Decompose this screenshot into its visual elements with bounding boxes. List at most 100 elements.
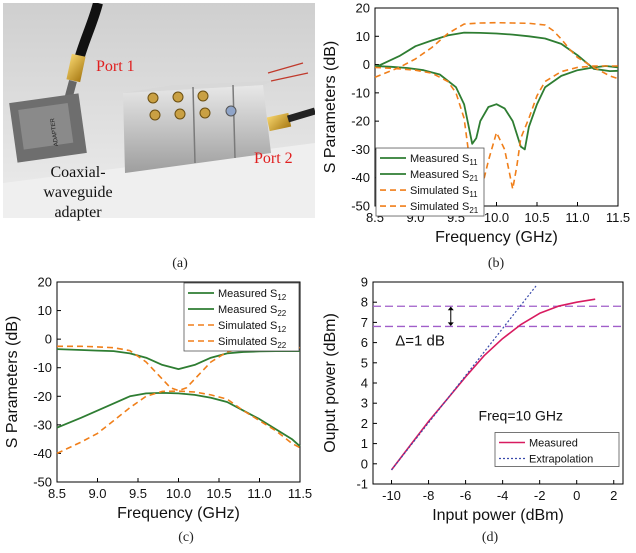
- device-photo: ADAPTER: [3, 1, 316, 218]
- chart-d-y-tick-label: 9: [361, 275, 368, 290]
- chart-d-y-tick-label: 0: [361, 456, 368, 471]
- chart-b-y-tick-label: 10: [356, 29, 370, 44]
- chart-d-x-tick-label: -2: [534, 488, 546, 503]
- chart-b-x-tick-label: 11.5: [606, 210, 630, 225]
- chart-d: -10 -8 -6 -4 -2 0 2 9 8 7 6 5 4 3 2 1 0 -1 Input power (dB…: [322, 275, 624, 524]
- chart-b-series-line-measured-s21: [374, 31, 619, 72]
- chart-c-y-tick-label: -20: [33, 389, 52, 404]
- chart-c-series-line-measured-s22: [56, 348, 300, 370]
- caption-d: (d): [481, 530, 499, 545]
- chart-c-y-axis-label: S Parameters (dB): [4, 316, 21, 448]
- chart-d-legend-label: Extrapolation: [529, 453, 593, 465]
- chart-d-legend-label: Measured: [529, 437, 578, 449]
- chart-d-x-tick-label: -6: [460, 488, 472, 503]
- chart-c-legend-subscript: 12: [277, 293, 286, 302]
- chart-c-x-tick-label: 8.5: [48, 486, 66, 501]
- chart-c-legend-label: Simulated S12: [218, 320, 287, 334]
- chart-c: 8.5 9.0 9.5 10.0 10.5 11.0 11.5 20 10 0 -10 -20 -30 -…: [4, 275, 312, 523]
- chart-c-x-tick-label: 11.5: [288, 486, 312, 501]
- chart-c-legend-label: Measured S12: [218, 288, 287, 302]
- chart-b-legend-subscript: 21: [469, 174, 478, 183]
- chart-c-y-tick-label: 0: [45, 332, 52, 347]
- chart-b-legend-subscript: 11: [469, 158, 478, 167]
- chart-b-y-tick-label: -30: [351, 142, 370, 157]
- chart-b-y-tick-label: 20: [356, 1, 370, 16]
- chart-b-legend-label: Measured S21: [410, 169, 479, 183]
- chart-d-series-line-extrapolation: [391, 285, 537, 471]
- chart-b-legend-label: Simulated S11: [410, 185, 478, 199]
- chart-d-series-line-measured: [390, 298, 596, 471]
- chart-b: 8.5 9.0 9.5 10.0 10.5 11.0 11.520100-10-20-30-…: [322, 1, 630, 247]
- caption-a: (a): [172, 256, 188, 271]
- chart-b-y-tick-label: -10: [351, 85, 370, 100]
- chart-c-x-tick-label: 9.5: [129, 486, 147, 501]
- chart-c-legend-subscript: 12: [277, 325, 286, 334]
- chart-c-legend-subscript: 22: [277, 309, 286, 318]
- chart-d-y-tick-label: 1: [361, 436, 368, 451]
- chart-c-y-tick-label: -10: [33, 360, 52, 375]
- chart-b-x-tick-label: 11.0: [565, 210, 589, 225]
- chart-d-y-tick-label: 5: [361, 355, 368, 370]
- chart-c-x-tick-label: 10.5: [206, 486, 231, 501]
- chart-b-x-axis-label: Frequency (GHz): [435, 229, 558, 246]
- chart-c-legend-label: Simulated S22: [218, 336, 287, 350]
- chart-c-series-line-measured-s12: [56, 392, 301, 447]
- chart-b-y-tick-label: -20: [351, 114, 370, 129]
- chart-d-y-tick-label: -1: [356, 477, 368, 492]
- chart-c-legend-box: [183, 282, 300, 352]
- chart-d-y-tick-label: 8: [361, 295, 368, 310]
- chart-d-x-tick-label: -4: [497, 488, 509, 503]
- delta-annotation: Δ=1 dB: [395, 333, 445, 350]
- delta-arrow-head-bottom: [447, 322, 454, 327]
- chart-d-x-tick-label: 0: [573, 488, 580, 503]
- port2-label: Port 2: [254, 150, 293, 167]
- chart-c-x-tick-label: 11.0: [247, 486, 271, 501]
- chart-d-x-tick-label: -10: [382, 488, 401, 503]
- chart-b-series-line-measured-s11: [374, 65, 619, 151]
- chart-d-y-tick-label: 4: [361, 376, 368, 391]
- chart-c-y-tick-label: 20: [38, 275, 52, 290]
- chart-b-y-tick-label: -40: [351, 170, 370, 185]
- port1-label: Port 1: [96, 58, 135, 75]
- chart-b-legend-subscript: 21: [469, 206, 478, 215]
- port1-connector: [66, 53, 86, 83]
- chart-c-x-axis-label: Frequency (GHz): [117, 505, 240, 522]
- chart-d-legend-box: [494, 432, 620, 467]
- chart-c-y-tick-label: -50: [33, 475, 52, 490]
- chart-b-series-line-simulated-s21: [374, 21, 619, 80]
- chart-c-x-tick-label: 10.0: [166, 486, 191, 501]
- chart-b-x-tick-label: 10.0: [484, 210, 509, 225]
- chart-b-y-tick-label: -50: [351, 199, 370, 214]
- chart-b-legend-label: Measured S11: [410, 153, 478, 167]
- chart-d-x-tick-label: -8: [423, 488, 435, 503]
- chart-c-y-tick-label: -40: [33, 446, 52, 461]
- chart-b-legend-label: Simulated S21: [410, 201, 479, 215]
- panel-a: ADAPTER Port 1 Port 2 Coaxial- waveguide…: [3, 1, 316, 221]
- chart-d-y-tick-label: 7: [361, 315, 368, 330]
- chart-c-legend-subscript: 22: [277, 341, 286, 350]
- chart-d-x-tick-label: 2: [610, 488, 617, 503]
- caption-b: (b): [487, 256, 505, 271]
- chart-d-y-tick-label: 2: [361, 416, 368, 431]
- chart-b-series-line-simulated-s11: [374, 65, 618, 190]
- chart-c-legend-label: Measured S22: [218, 304, 287, 318]
- chart-d-y-tick-label: 6: [361, 335, 368, 350]
- frequency-annotation: Freq=10 GHz: [479, 407, 563, 423]
- chart-c-y-tick-label: -30: [33, 417, 52, 432]
- adapter-label-line-2: waveguide: [43, 184, 113, 201]
- caption-c: (c): [178, 530, 194, 545]
- chart-d-y-tick-label: 3: [361, 396, 368, 411]
- chart-b-x-tick-label: 10.5: [524, 210, 549, 225]
- chart-d-x-axis-label: Input power (dBm): [432, 507, 564, 524]
- chart-b-y-axis-label: S Parameters (dB): [322, 41, 339, 173]
- chart-c-y-tick-label: 10: [38, 303, 52, 318]
- chart-b-y-tick-label: 0: [363, 57, 370, 72]
- chart-c-series-line-simulated-s12: [56, 390, 301, 455]
- port2-connector: [266, 112, 292, 132]
- chart-c-x-tick-label: 9.0: [88, 486, 106, 501]
- chart-b-legend-subscript: 11: [469, 190, 478, 199]
- delta-arrow-head-top: [447, 306, 454, 311]
- chart-d-y-axis-label: Ouput power (dBm): [322, 313, 339, 453]
- adapter-label: Coaxial- waveguide adapter: [23, 163, 133, 223]
- adapter-label-line-3: adapter: [54, 204, 102, 221]
